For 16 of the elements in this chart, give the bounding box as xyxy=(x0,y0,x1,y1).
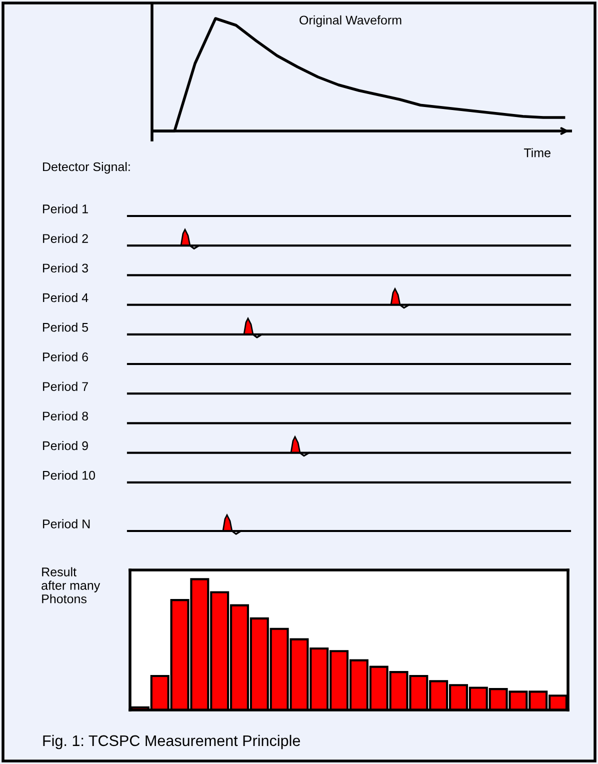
chart-title: Original Waveform xyxy=(300,15,402,28)
category-label: Period 7 xyxy=(43,382,88,391)
category-label: Period N xyxy=(43,519,90,528)
y-axis-title: Result after many Photons xyxy=(42,567,100,604)
category-label: Period 2 xyxy=(43,234,88,243)
category-label: Period 4 xyxy=(43,292,88,302)
x-axis-title: Time xyxy=(524,148,550,158)
category-label: Period 5 xyxy=(43,322,88,332)
category-label: Period 10 xyxy=(43,470,96,480)
category-label: Period 3 xyxy=(43,263,88,273)
category-label: Period 6 xyxy=(43,352,88,362)
caption: Fig. 1: TCSPC Measurement Principle xyxy=(43,734,300,750)
category-label: Period 8 xyxy=(43,411,88,421)
text: Detector Signal: xyxy=(43,162,130,174)
category-label: Period 9 xyxy=(43,440,88,450)
category-label: Period 1 xyxy=(43,204,88,214)
